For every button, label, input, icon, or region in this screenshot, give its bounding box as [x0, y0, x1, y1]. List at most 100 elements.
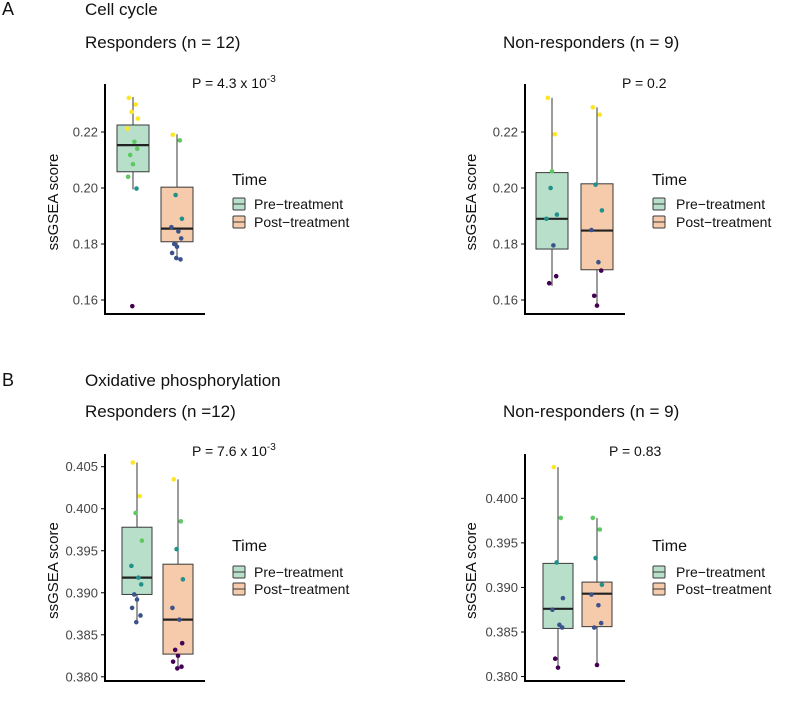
- data-point-post: [175, 653, 181, 659]
- data-point-pre: [129, 563, 134, 569]
- data-point-post: [171, 241, 177, 247]
- data-point-pre: [550, 607, 555, 613]
- data-point-post: [174, 255, 179, 261]
- y-tick-label: 0.390: [65, 585, 98, 600]
- plot-a-nonresponders: ssGSEA score 0.16 0.18 0.20 0.22: [463, 84, 625, 315]
- data-point-post: [180, 577, 186, 582]
- data-point-pre: [555, 665, 561, 670]
- data-point-post: [178, 236, 184, 241]
- legend-label-post: Post−treatment: [254, 214, 349, 230]
- data-point-post: [598, 268, 604, 273]
- box-pre: [121, 526, 153, 595]
- data-point-pre: [138, 613, 143, 618]
- data-point-post: [594, 662, 600, 668]
- data-point-pre: [134, 186, 139, 191]
- plot-a-responders: ssGSEA score 0.16 0.18 0.20 0.22: [45, 84, 205, 315]
- y-axis-label: ssGSEA score: [45, 154, 62, 251]
- data-point-pre: [139, 538, 145, 543]
- data-point-post: [179, 664, 184, 670]
- data-point-pre: [551, 243, 556, 248]
- legend-title: Time: [652, 538, 687, 555]
- data-point-post: [590, 105, 596, 110]
- data-point-pre: [553, 273, 559, 279]
- data-point-post: [174, 244, 180, 250]
- data-point-pre: [554, 560, 559, 565]
- legend-label-pre: Pre−treatment: [254, 196, 343, 212]
- y-axis-label: ssGSEA score: [45, 522, 62, 619]
- y-tick-label: 0.395: [65, 543, 98, 558]
- data-point-post: [169, 224, 174, 230]
- data-point-post: [170, 605, 175, 611]
- data-point-post: [177, 617, 182, 622]
- data-point-pre: [549, 168, 555, 174]
- data-point-pre: [133, 102, 139, 107]
- legend-label-pre: Pre−treatment: [676, 564, 765, 580]
- data-point-pre: [134, 146, 140, 152]
- data-point-pre: [552, 656, 558, 662]
- data-point-pre: [560, 595, 566, 601]
- y-axis-label: ssGSEA score: [463, 522, 480, 619]
- data-point-post: [589, 227, 594, 233]
- legend-b-nonresponders: Time Pre−treatment Post−treatment: [652, 538, 771, 597]
- data-point-post: [593, 182, 598, 187]
- data-point-post: [178, 519, 184, 524]
- y-tick-label: 0.16: [73, 293, 98, 308]
- data-point-pre: [127, 152, 133, 158]
- data-point-post: [594, 303, 600, 308]
- legend-label-post: Post−treatment: [676, 214, 771, 230]
- data-point-pre: [129, 605, 135, 611]
- data-point-pre: [544, 216, 549, 222]
- chart-title-b-nonresponders: Non-responders (n = 9): [503, 402, 679, 421]
- box-pre: [535, 172, 569, 250]
- y-tick-label: 0.390: [485, 580, 518, 595]
- pvalue-a-responders: P = 4.3 x 10-3: [192, 74, 276, 91]
- data-point-post: [175, 666, 180, 671]
- data-point-post: [170, 132, 176, 138]
- data-point-pre: [134, 597, 140, 602]
- legend-label-post: Post−treatment: [676, 581, 771, 597]
- data-point-post: [597, 527, 603, 532]
- box-post: [580, 183, 614, 271]
- y-tick-label: 0.18: [493, 237, 518, 252]
- data-point-pre: [130, 303, 135, 309]
- y-tick-label: 0.405: [65, 459, 98, 474]
- y-tick-label: 0.380: [485, 669, 518, 684]
- panel-letter-b: B: [2, 370, 14, 390]
- data-point-pre: [548, 185, 553, 191]
- data-point-pre: [125, 126, 130, 131]
- data-point-post: [170, 659, 176, 664]
- data-point-pre: [132, 139, 137, 145]
- legend-label-pre: Pre−treatment: [676, 196, 765, 212]
- data-point-pre: [125, 174, 131, 180]
- data-point-pre: [559, 625, 565, 630]
- data-point-pre: [126, 95, 132, 101]
- data-point-pre: [134, 619, 139, 625]
- y-tick-label: 0.20: [493, 181, 518, 196]
- data-point-pre: [136, 575, 141, 580]
- chart-title-a-nonresponders: Non-responders (n = 9): [503, 33, 679, 52]
- data-point-post: [172, 647, 178, 653]
- legend-b-responders: Time Pre−treatment Post−treatment: [232, 538, 349, 597]
- chart-title-a-responders: Responders (n = 12): [85, 33, 240, 52]
- y-tick-label: 0.16: [493, 293, 518, 308]
- section-title-oxphos: Oxidative phosphorylation: [85, 371, 281, 390]
- data-point-post: [589, 592, 594, 597]
- data-point-pre: [138, 582, 144, 587]
- data-point-post: [597, 112, 603, 117]
- pvalue-b-responders-exponent: -3: [267, 442, 276, 453]
- y-tick-label: 0.22: [73, 125, 98, 140]
- pvalue-b-responders: P = 7.6 x 10-3: [192, 442, 276, 459]
- data-point-pre: [137, 493, 143, 499]
- box-post: [162, 563, 194, 655]
- data-point-pre: [554, 212, 560, 217]
- legend-a-nonresponders: Time Pre−treatment Post−treatment: [652, 172, 771, 230]
- pvalue-a-nonresponders: P = 0.2: [622, 75, 667, 91]
- pvalue-a-responders-text: P = 4.3 x 10: [192, 75, 267, 91]
- y-tick-label: 0.400: [485, 491, 518, 506]
- data-point-post: [171, 477, 177, 482]
- legend-label-post: Post−treatment: [254, 581, 349, 597]
- data-point-pre: [131, 592, 137, 597]
- data-point-post: [591, 293, 597, 299]
- y-tick-label: 0.385: [65, 627, 98, 642]
